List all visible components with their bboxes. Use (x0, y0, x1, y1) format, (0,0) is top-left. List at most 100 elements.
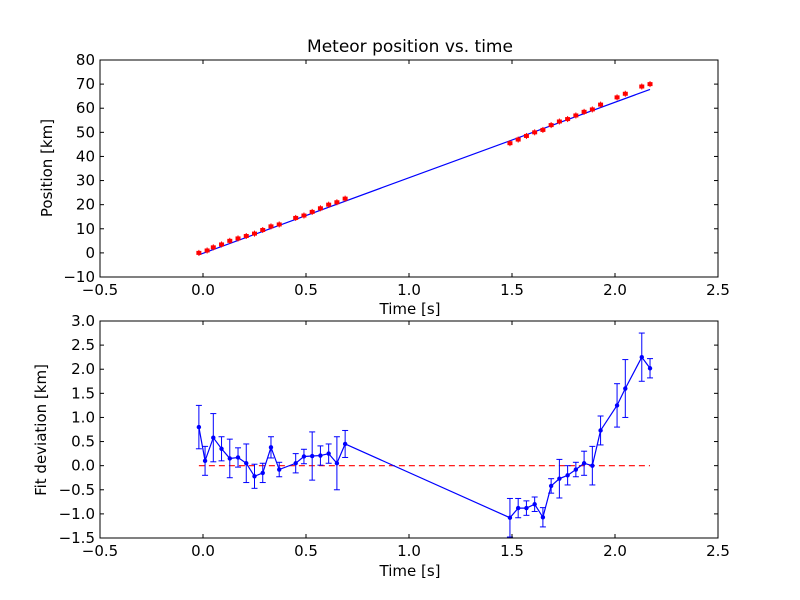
data-point (556, 119, 562, 124)
data-point (260, 470, 265, 476)
data-point (548, 483, 554, 489)
data-point (515, 505, 521, 511)
data-point (210, 245, 216, 250)
data-point (342, 441, 348, 447)
x-tick-label: 0.0 (191, 281, 215, 299)
x-axis-label: Time [s] (379, 300, 441, 318)
data-point (598, 428, 603, 433)
y-tick-label: 0.0 (71, 457, 95, 475)
data-point (202, 458, 208, 464)
y-tick-label: 40 (76, 147, 95, 165)
data-point (557, 476, 562, 481)
plot-marks (195, 332, 654, 538)
data-point (309, 453, 315, 459)
data-point (639, 84, 645, 89)
y-tick-label: 1.5 (71, 384, 95, 402)
y-axis-label: Fit deviation [km] (32, 364, 50, 496)
data-point (227, 456, 232, 461)
data-point (589, 107, 595, 112)
data-point (565, 117, 571, 122)
y-tick-label: 0.5 (71, 433, 95, 451)
data-point (614, 95, 620, 100)
y-tick-label: 50 (76, 123, 95, 141)
position-chart: Meteor position vs. time −0.5 0.0 0.5 1.0 1.… (38, 37, 730, 318)
data-point (614, 403, 620, 408)
data-point (540, 127, 546, 132)
data-point (623, 386, 628, 391)
y-axis-label: Position [km] (38, 119, 56, 217)
y-tick-label: 3.0 (71, 312, 95, 330)
y-tick-label: 80 (76, 51, 95, 69)
data-point (293, 461, 298, 466)
data-point (581, 461, 587, 466)
data-point (647, 366, 653, 371)
plot-frame (99, 59, 719, 278)
y-tick-label: 60 (76, 99, 95, 117)
x-tick-label: 0.0 (191, 542, 215, 560)
x-tick-label: −0.5 (82, 281, 118, 299)
x-tick-label: 1.5 (500, 281, 524, 299)
y-tick-label: 2.5 (71, 336, 95, 354)
data-point (196, 250, 202, 255)
data-point (590, 463, 595, 468)
data-point (639, 354, 644, 360)
x-tick-label: 1.0 (397, 281, 421, 299)
data-point (565, 473, 570, 478)
data-point (548, 123, 554, 128)
data-point (342, 196, 348, 201)
data-point (309, 209, 315, 214)
data-point (515, 137, 521, 142)
data-point (293, 215, 299, 220)
y-tick-label: −10 (63, 268, 95, 286)
data-point (532, 130, 538, 135)
data-point (318, 453, 323, 458)
data-point (598, 102, 604, 107)
data-point (523, 133, 529, 138)
plot-marks (196, 81, 653, 256)
y-tick-label: 0 (85, 244, 95, 262)
x-tick-label: −0.5 (82, 542, 118, 560)
data-point (301, 213, 307, 218)
data-point (334, 461, 340, 466)
data-point (235, 455, 241, 460)
x-tick-label: 1.5 (500, 542, 524, 560)
data-point (244, 461, 249, 466)
data-point (219, 242, 225, 247)
data-point (268, 445, 274, 450)
data-point (647, 82, 653, 87)
data-point (581, 109, 587, 114)
data-point (211, 435, 216, 440)
data-point (317, 206, 323, 211)
data-point (524, 505, 529, 511)
data-point (196, 424, 202, 430)
x-tick-label: 2.0 (603, 281, 627, 299)
axis-ticks: −0.5 0.0 0.5 1.0 1.5 2.0 2.5 −10 0 10 20 30 40 50 60 70… (63, 51, 730, 299)
data-point (243, 234, 249, 239)
x-tick-label: 2.0 (603, 542, 627, 560)
x-tick-label: 1.0 (397, 542, 421, 560)
y-tick-label: 70 (76, 75, 95, 93)
data-point (532, 502, 537, 507)
deviation-chart: −0.5 0.0 0.5 1.0 1.5 2.0 2.5 −1.5 −1.0 −0.5 0.0 0.5… (32, 312, 730, 580)
y-tick-label: 2.0 (71, 360, 95, 378)
data-point (235, 236, 241, 241)
data-point (268, 224, 274, 229)
data-point (326, 451, 331, 456)
x-tick-label: 0.5 (294, 542, 318, 560)
data-point (277, 467, 282, 472)
data-point (573, 467, 579, 472)
y-tick-label: −1.0 (59, 505, 95, 523)
x-tick-label: 2.5 (706, 281, 730, 299)
data-point (573, 113, 579, 118)
data-point (507, 141, 513, 146)
data-point (252, 474, 257, 479)
data-point (260, 227, 266, 232)
plot-frame (99, 320, 719, 539)
x-axis-label: Time [s] (379, 562, 441, 580)
data-point (622, 91, 628, 96)
data-point (326, 202, 332, 207)
y-tick-label: −1.5 (59, 529, 95, 547)
x-tick-label: 0.5 (294, 281, 318, 299)
data-point (227, 238, 233, 243)
